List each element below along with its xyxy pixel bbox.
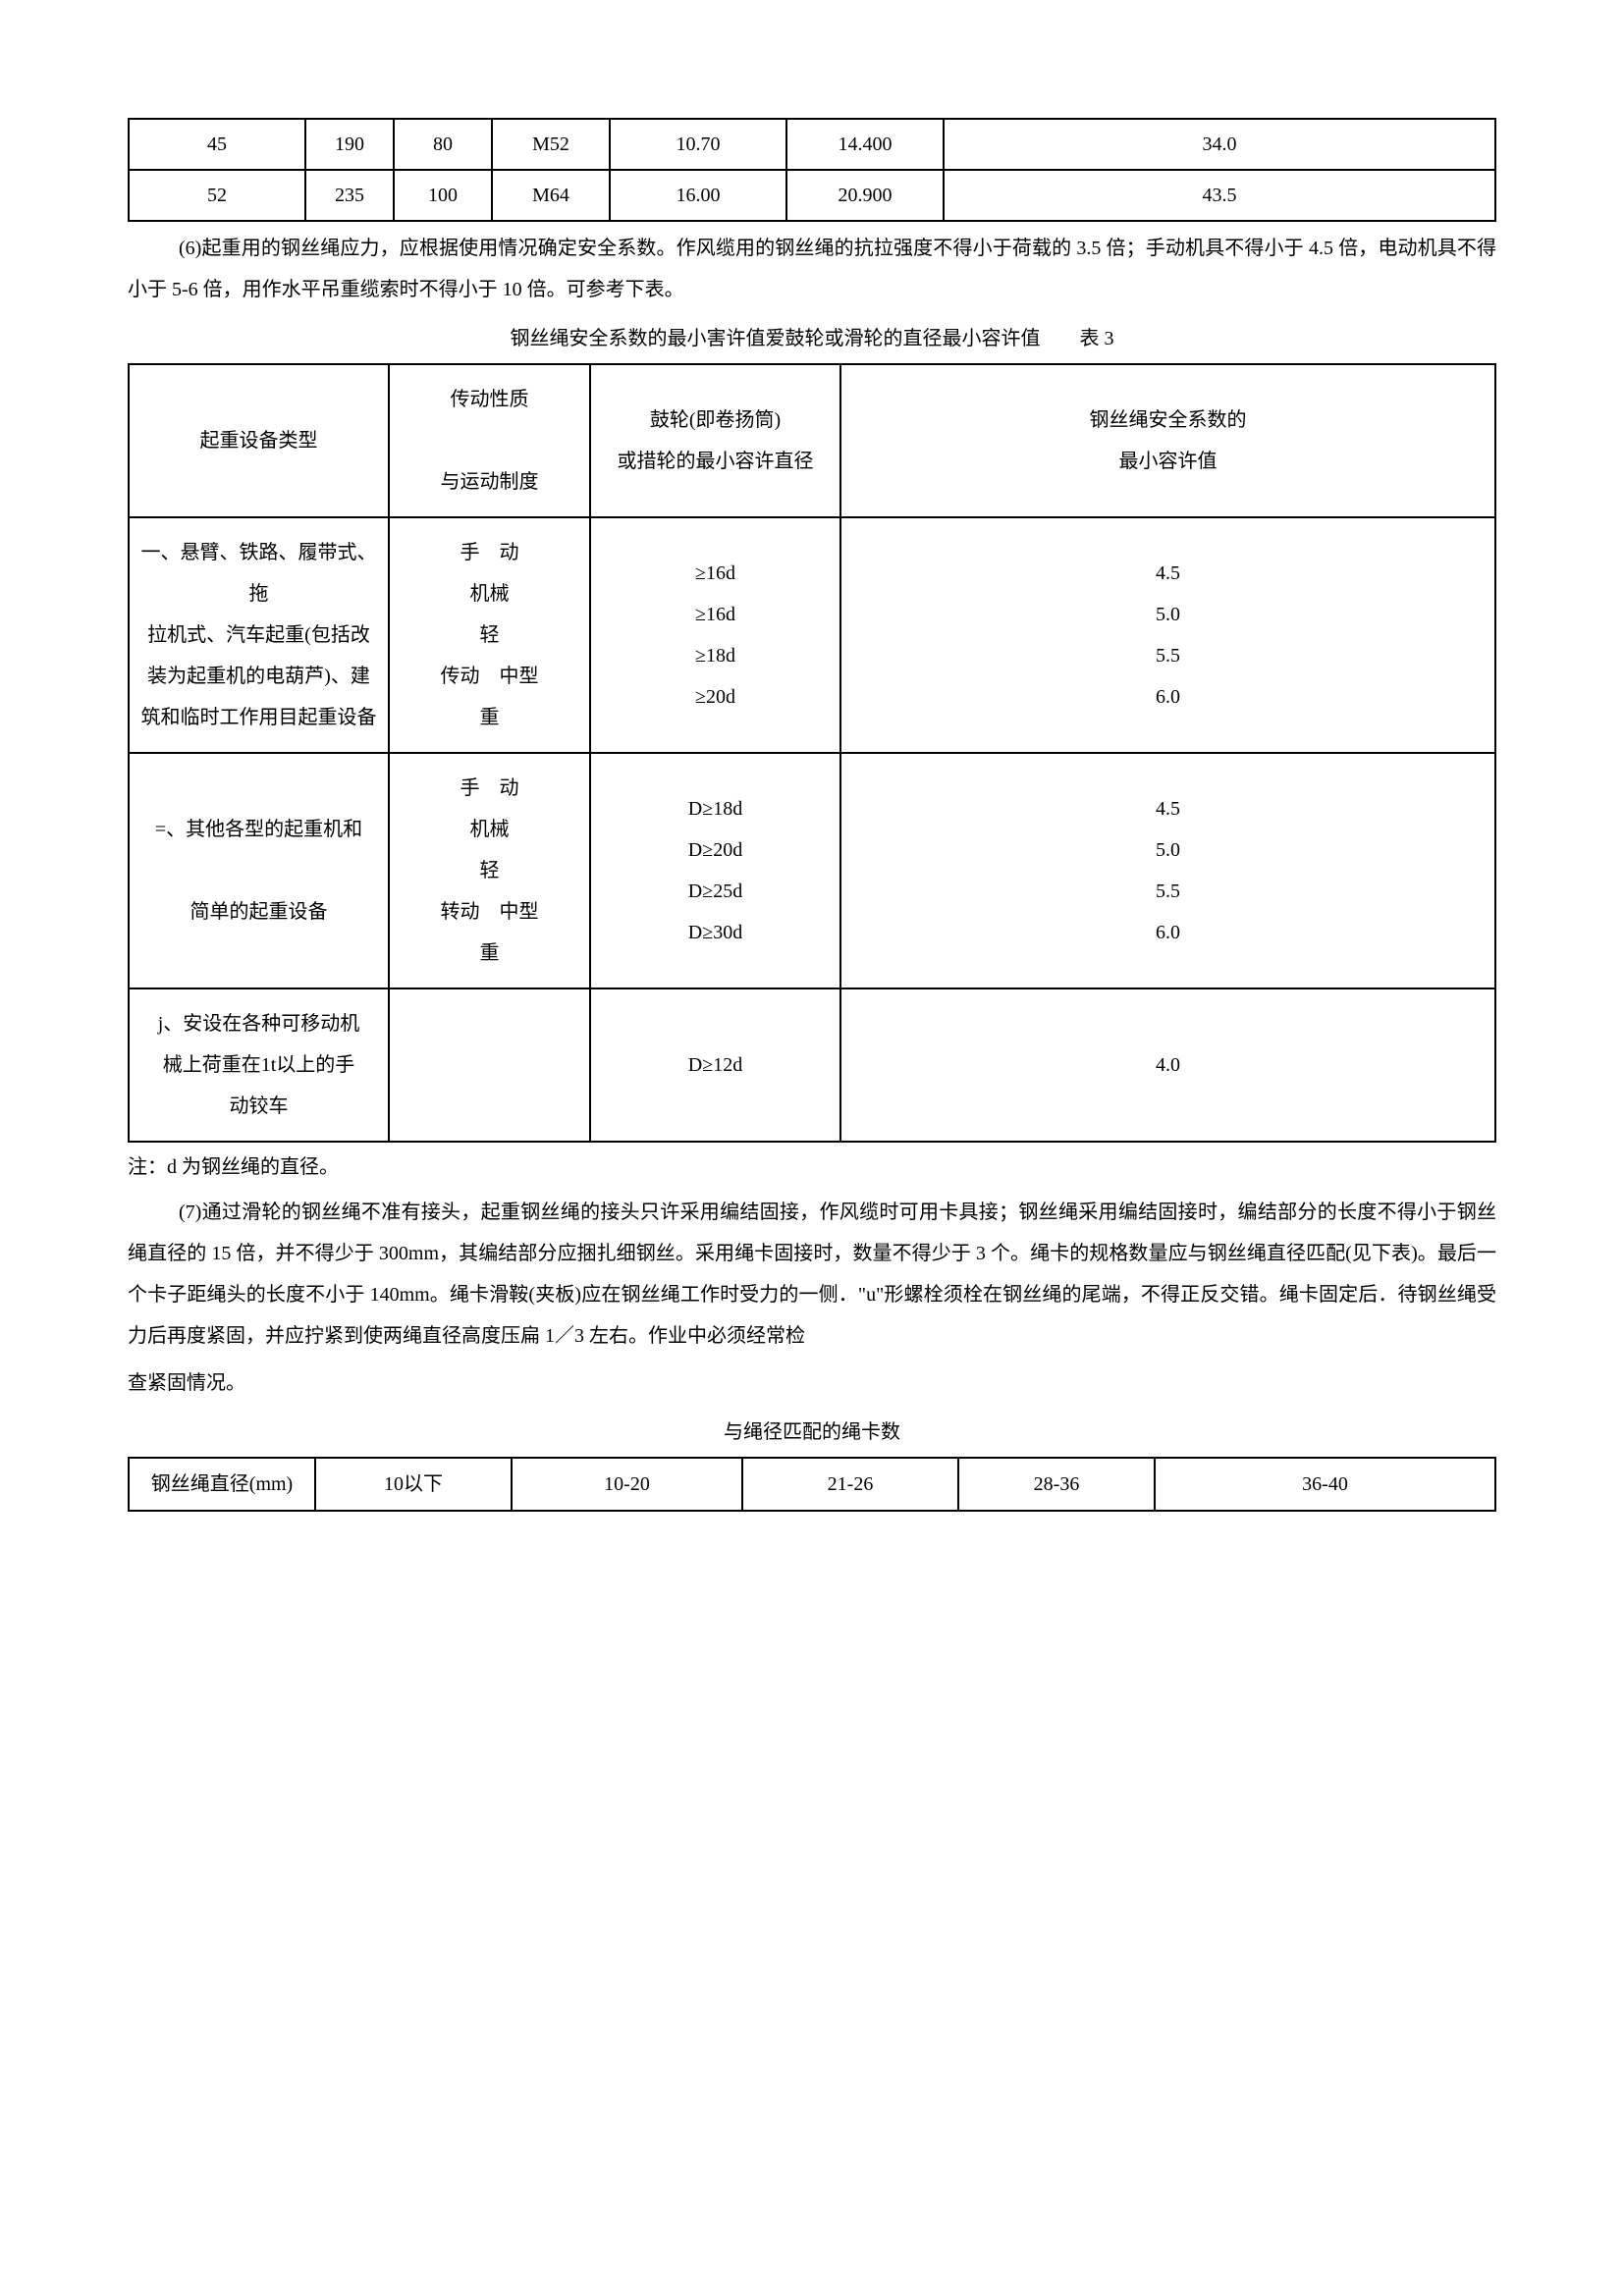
cell: =、其他各型的起重机和 简单的起重设备 — [129, 753, 389, 988]
table-3: 钢丝绳直径(mm) 10以下 10-20 21-26 28-36 36-40 — [128, 1457, 1496, 1512]
th: 起重设备类型 — [129, 364, 389, 517]
table-3-caption: 与绳径匹配的绳卡数 — [128, 1414, 1496, 1451]
table-row: j、安设在各种可移动机械上荷重在1t以上的手动铰车 D≥12d 4.0 — [129, 988, 1495, 1142]
table-2: 起重设备类型 传动性质 与运动制度 鼓轮(即卷扬筒)或措轮的最小容许直径 钢丝绳… — [128, 363, 1496, 1143]
cell: 4.55.05.56.0 — [840, 753, 1495, 988]
cell: 80 — [394, 119, 492, 170]
cell: 21-26 — [742, 1458, 958, 1511]
cell — [389, 988, 590, 1142]
cell: 10.70 — [610, 119, 786, 170]
table-row: 52 235 100 M64 16.00 20.900 43.5 — [129, 170, 1495, 221]
table-1: 45 190 80 M52 10.70 14.400 34.0 52 235 1… — [128, 118, 1496, 222]
cell: 45 — [129, 119, 305, 170]
cell: 14.400 — [786, 119, 944, 170]
cell: D≥12d — [590, 988, 840, 1142]
cell: 一、悬臂、铁路、履带式、拖拉机式、汽车起重(包括改装为起重机的电葫芦)、建筑和临… — [129, 517, 389, 753]
cell: ≥16d≥16d≥18d≥20d — [590, 517, 840, 753]
cell: 52 — [129, 170, 305, 221]
th: 鼓轮(即卷扬筒)或措轮的最小容许直径 — [590, 364, 840, 517]
table-row: 一、悬臂、铁路、履带式、拖拉机式、汽车起重(包括改装为起重机的电葫芦)、建筑和临… — [129, 517, 1495, 753]
th: 传动性质 与运动制度 — [389, 364, 590, 517]
table-row: 钢丝绳直径(mm) 10以下 10-20 21-26 28-36 36-40 — [129, 1458, 1495, 1511]
paragraph-6: (6)起重用的钢丝绳应力，应根据使用情况确定安全系数。作风缆用的钢丝绳的抗拉强度… — [128, 228, 1496, 310]
note-d: 注：d 为钢丝绳的直径。 — [128, 1148, 1496, 1186]
th: 钢丝绳安全系数的最小容许值 — [840, 364, 1495, 517]
cell: 20.900 — [786, 170, 944, 221]
cell: 28-36 — [958, 1458, 1155, 1511]
paragraph-7: (7)通过滑轮的钢丝绳不准有接头，起重钢丝绳的接头只许采用编结固接，作风缆时可用… — [128, 1192, 1496, 1357]
cell: 100 — [394, 170, 492, 221]
cell: j、安设在各种可移动机械上荷重在1t以上的手动铰车 — [129, 988, 389, 1142]
cell: 10-20 — [512, 1458, 742, 1511]
cell: 4.55.05.56.0 — [840, 517, 1495, 753]
cell: M52 — [492, 119, 610, 170]
cell: 43.5 — [944, 170, 1495, 221]
cell: 钢丝绳直径(mm) — [129, 1458, 315, 1511]
table-row: 45 190 80 M52 10.70 14.400 34.0 — [129, 119, 1495, 170]
table-row: 起重设备类型 传动性质 与运动制度 鼓轮(即卷扬筒)或措轮的最小容许直径 钢丝绳… — [129, 364, 1495, 517]
paragraph-7b: 查紧固情况。 — [128, 1362, 1496, 1404]
cell: 16.00 — [610, 170, 786, 221]
cell: D≥18dD≥20dD≥25dD≥30d — [590, 753, 840, 988]
cell: 190 — [305, 119, 394, 170]
cell: 235 — [305, 170, 394, 221]
cell: 10以下 — [315, 1458, 512, 1511]
page: 45 190 80 M52 10.70 14.400 34.0 52 235 1… — [0, 0, 1624, 1629]
cell: 手 动机械轻转动 中型重 — [389, 753, 590, 988]
cell: 34.0 — [944, 119, 1495, 170]
cell: M64 — [492, 170, 610, 221]
cell: 4.0 — [840, 988, 1495, 1142]
table-2-caption: 钢丝绳安全系数的最小害许值爱鼓轮或滑轮的直径最小容许值 表 3 — [128, 320, 1496, 357]
cell: 手 动机械轻传动 中型重 — [389, 517, 590, 753]
cell: 36-40 — [1155, 1458, 1495, 1511]
table-row: =、其他各型的起重机和 简单的起重设备 手 动机械轻转动 中型重 D≥18dD≥… — [129, 753, 1495, 988]
